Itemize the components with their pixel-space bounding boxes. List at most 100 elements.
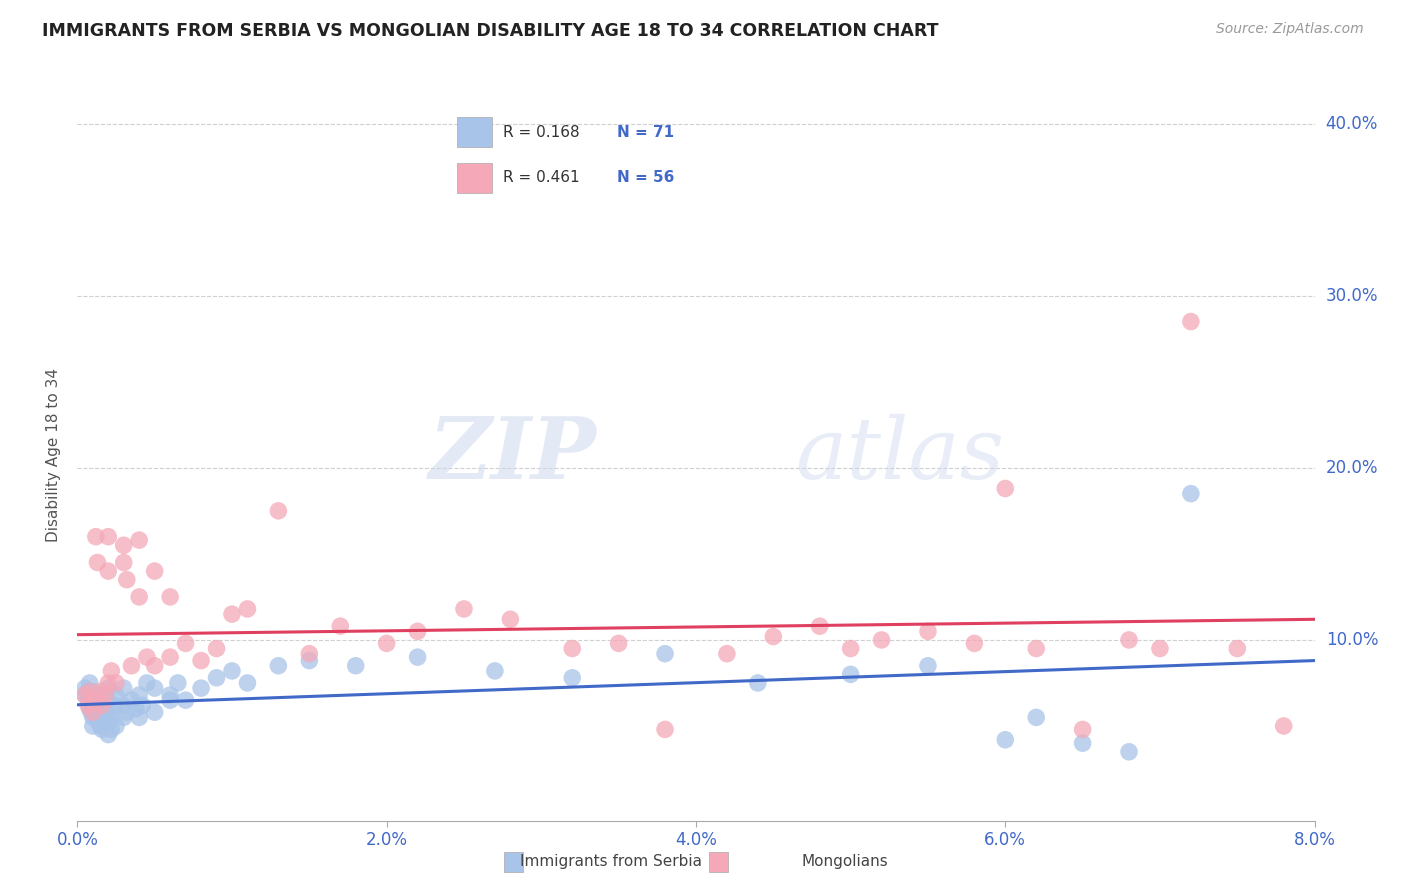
Point (128, 710, 150, 724)
Text: ZIP: ZIP (429, 413, 598, 497)
Point (97, 564, 120, 578)
Point (82, 693, 104, 707)
Point (79, 676, 101, 690)
Point (174, 693, 197, 707)
Point (221, 664, 243, 678)
Point (839, 641, 862, 656)
Point (159, 590, 181, 604)
Point (561, 671, 583, 685)
Text: 40.0%: 40.0% (1326, 114, 1378, 133)
Point (105, 688, 127, 702)
Point (143, 564, 166, 578)
Text: 20.0%: 20.0% (1326, 458, 1378, 477)
Point (97, 693, 120, 707)
Point (94, 688, 117, 702)
Point (917, 624, 939, 639)
Point (90, 705, 111, 719)
Point (121, 693, 143, 707)
Point (94, 719, 117, 733)
Point (205, 671, 228, 685)
Point (1071, 736, 1094, 750)
Point (100, 723, 122, 737)
Point (94, 705, 117, 719)
Text: N = 56: N = 56 (617, 170, 675, 186)
Text: R = 0.461: R = 0.461 (503, 170, 579, 186)
Point (917, 658, 939, 673)
Point (329, 619, 352, 633)
Point (375, 636, 398, 650)
Point (77, 684, 100, 698)
Point (86, 556, 108, 570)
Point (112, 538, 135, 552)
Point (174, 636, 197, 650)
Point (344, 658, 367, 673)
FancyBboxPatch shape (457, 162, 492, 193)
Point (87, 715, 110, 730)
Point (484, 664, 506, 678)
Point (75, 688, 96, 702)
Point (97, 530, 120, 544)
Point (112, 698, 135, 713)
Point (298, 654, 321, 668)
Text: IMMIGRANTS FROM SERBIA VS MONGOLIAN DISABILITY AGE 18 TO 34 CORRELATION CHART: IMMIGRANTS FROM SERBIA VS MONGOLIAN DISA… (42, 22, 939, 40)
Point (654, 723, 676, 737)
FancyBboxPatch shape (457, 117, 492, 147)
Point (716, 647, 738, 661)
Point (166, 676, 188, 690)
FancyBboxPatch shape (709, 852, 728, 871)
Point (190, 681, 212, 695)
Point (128, 688, 150, 702)
Point (994, 482, 1017, 496)
Point (499, 612, 522, 626)
Point (112, 556, 135, 570)
Point (82, 702, 104, 716)
Text: 30.0%: 30.0% (1326, 286, 1378, 305)
Point (80, 705, 103, 719)
Point (607, 636, 630, 650)
Point (82, 684, 104, 698)
Point (143, 658, 166, 673)
Point (115, 573, 138, 587)
Point (105, 676, 127, 690)
Point (136, 676, 159, 690)
Point (128, 590, 150, 604)
Point (159, 650, 181, 665)
Point (82, 705, 104, 719)
Point (125, 702, 148, 716)
Point (90, 719, 111, 733)
Point (79, 702, 101, 716)
Text: atlas: atlas (794, 414, 1004, 496)
Point (1149, 641, 1171, 656)
Point (91, 710, 114, 724)
Point (190, 654, 212, 668)
Point (82, 693, 104, 707)
Point (90, 684, 111, 698)
Text: Immigrants from Serbia: Immigrants from Serbia (520, 855, 702, 869)
Point (97, 705, 120, 719)
Point (236, 676, 259, 690)
FancyBboxPatch shape (505, 852, 523, 871)
Point (86, 688, 108, 702)
Point (105, 719, 127, 733)
Point (839, 667, 862, 681)
Point (205, 641, 228, 656)
Point (121, 658, 143, 673)
Point (82, 719, 104, 733)
Point (994, 732, 1017, 747)
Point (870, 632, 893, 647)
Point (84, 698, 107, 713)
Point (143, 681, 166, 695)
Text: Source: ZipAtlas.com: Source: ZipAtlas.com (1216, 22, 1364, 37)
Point (267, 504, 290, 518)
Point (808, 619, 831, 633)
Point (406, 650, 429, 665)
Point (221, 607, 243, 621)
Point (82, 710, 104, 724)
Point (77, 698, 100, 713)
Point (1226, 641, 1249, 656)
Point (75, 681, 96, 695)
Point (762, 630, 785, 644)
Text: 10.0%: 10.0% (1326, 631, 1378, 649)
Point (75, 688, 96, 702)
Text: Mongolians: Mongolians (801, 855, 889, 869)
